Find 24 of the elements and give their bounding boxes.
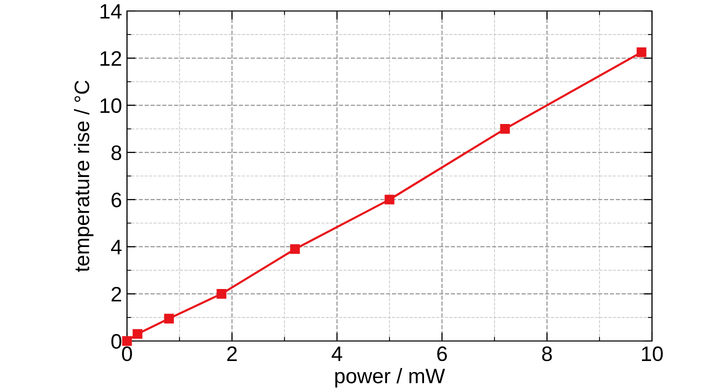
x-tick-label: 10 xyxy=(642,346,663,362)
x-tick-label: 2 xyxy=(227,346,237,361)
point xyxy=(384,194,394,204)
point xyxy=(500,124,510,134)
y-axis-title: temperature rise / °C xyxy=(74,80,94,272)
point xyxy=(216,288,226,299)
point xyxy=(164,314,174,324)
y-tick-label: 6 xyxy=(112,192,122,208)
point xyxy=(122,336,132,346)
x-tick-label: 6 xyxy=(437,346,447,362)
y-tick-label: 0 xyxy=(111,334,122,349)
y-tick-label: 2 xyxy=(112,286,122,302)
y-tick-label: 14 xyxy=(100,4,122,19)
y-tick-label: 10 xyxy=(100,98,122,114)
y-tick-label: 8 xyxy=(111,145,122,160)
y-tick-label: 12 xyxy=(100,51,122,66)
x-tick-label: 0 xyxy=(122,346,132,362)
x-tick-label: 4 xyxy=(332,346,342,361)
point xyxy=(290,244,300,254)
x-tick-label: 8 xyxy=(542,346,552,362)
y-tick-label: 4 xyxy=(111,240,122,254)
point xyxy=(132,329,142,339)
x-axis-title: power / mW xyxy=(335,368,445,388)
point xyxy=(636,47,646,58)
